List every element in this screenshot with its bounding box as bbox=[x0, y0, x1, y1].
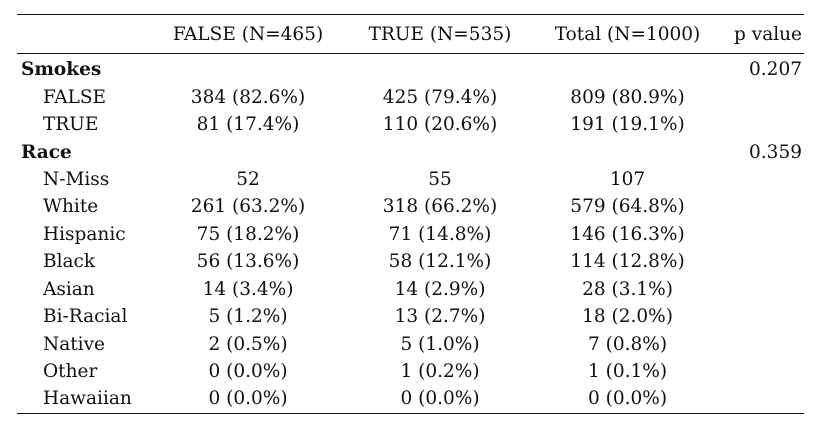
group-false-cell bbox=[152, 56, 344, 83]
group-row: Race 0.359 bbox=[17, 138, 804, 165]
row-false-value: 384 (82.6%) bbox=[190, 86, 306, 108]
row-p-value bbox=[719, 330, 804, 357]
group-p-value: 0.359 bbox=[749, 141, 802, 163]
table-row: Hawaiian 0 (0.0%) 0 (0.0%) 0 (0.0%) bbox=[17, 385, 804, 412]
row-total-value: 191 (19.1%) bbox=[570, 114, 685, 136]
row-p-value bbox=[719, 166, 804, 193]
table-row: Hispanic 75 (18.2%) 71 (14.8%) 146 (16.3%) bbox=[17, 221, 804, 248]
row-true-value: 14 (2.9%) bbox=[394, 278, 486, 300]
row-label: Bi-Racial bbox=[43, 306, 128, 328]
row-true-value: 110 (20.6%) bbox=[382, 114, 498, 136]
row-p-value bbox=[719, 111, 804, 138]
row-false-value: 0 (0.0%) bbox=[208, 388, 288, 410]
row-label: Hispanic bbox=[43, 223, 126, 245]
row-p-value bbox=[719, 193, 804, 220]
row-p-value bbox=[719, 83, 804, 110]
table-bottom-rule bbox=[17, 412, 804, 414]
row-label: Black bbox=[43, 251, 96, 273]
header-label bbox=[17, 15, 152, 53]
row-true-value: 58 (12.1%) bbox=[388, 251, 492, 273]
row-p-value bbox=[719, 276, 804, 303]
header-true-column: TRUE (N=535) bbox=[368, 23, 512, 45]
row-label: Asian bbox=[43, 278, 95, 300]
row-true-value: 318 (66.2%) bbox=[382, 196, 498, 218]
row-label: TRUE bbox=[43, 114, 99, 136]
row-total-value: 114 (12.8%) bbox=[570, 251, 685, 273]
row-total-value: 1 (0.1%) bbox=[587, 361, 668, 383]
row-total-value: 7 (0.8%) bbox=[587, 333, 668, 355]
group-total-cell bbox=[536, 138, 719, 165]
row-total-value: 579 (64.8%) bbox=[570, 196, 685, 218]
summary-table: FALSE (N=465) TRUE (N=535) Total (N=1000… bbox=[17, 15, 804, 53]
table-row: Bi-Racial 5 (1.2%) 13 (2.7%) 18 (2.0%) bbox=[17, 303, 804, 330]
row-p-value bbox=[719, 385, 804, 412]
header-p-value-column: p value bbox=[734, 23, 802, 45]
table-row: Native 2 (0.5%) 5 (1.0%) 7 (0.8%) bbox=[17, 330, 804, 357]
row-true-value: 1 (0.2%) bbox=[400, 361, 480, 383]
header-false-column: FALSE (N=465) bbox=[172, 23, 324, 45]
table-row: Other 0 (0.0%) 1 (0.2%) 1 (0.1%) bbox=[17, 358, 804, 385]
header-row: FALSE (N=465) TRUE (N=535) Total (N=1000… bbox=[17, 15, 804, 53]
row-true-value: 425 (79.4%) bbox=[382, 86, 498, 108]
table-row: FALSE 384 (82.6%) 425 (79.4%) 809 (80.9%) bbox=[17, 83, 804, 110]
table-header-rule bbox=[17, 53, 804, 54]
row-total-value: 107 bbox=[609, 168, 646, 190]
row-false-value: 2 (0.5%) bbox=[208, 333, 288, 355]
row-false-value: 52 bbox=[236, 168, 260, 190]
row-label: Other bbox=[43, 361, 98, 383]
row-label: N-Miss bbox=[43, 168, 110, 190]
row-total-value: 28 (3.1%) bbox=[582, 278, 673, 300]
group-row: Smokes 0.207 bbox=[17, 56, 804, 83]
row-false-value: 0 (0.0%) bbox=[208, 361, 288, 383]
row-false-value: 81 (17.4%) bbox=[196, 114, 300, 136]
row-true-value: 71 (14.8%) bbox=[388, 223, 492, 245]
summary-table-body: Smokes 0.207 FALSE 384 (82.6%) 425 (79.4%) 80… bbox=[17, 54, 804, 413]
row-total-value: 0 (0.0%) bbox=[587, 388, 668, 410]
row-false-value: 75 (18.2%) bbox=[196, 223, 300, 245]
row-p-value bbox=[719, 358, 804, 385]
group-label: Smokes bbox=[21, 59, 102, 81]
table-row: Black 56 (13.6%) 58 (12.1%) 114 (12.8%) bbox=[17, 248, 804, 275]
row-false-value: 14 (3.4%) bbox=[202, 278, 294, 300]
table-top-rule bbox=[17, 14, 804, 15]
table-row: White 261 (63.2%) 318 (66.2%) 579 (64.8%) bbox=[17, 193, 804, 220]
group-true-cell bbox=[344, 138, 536, 165]
table-row: TRUE 81 (17.4%) 110 (20.6%) 191 (19.1%) bbox=[17, 111, 804, 138]
row-label: FALSE bbox=[43, 86, 107, 108]
group-label: Race bbox=[21, 141, 72, 163]
header-total-column: Total (N=1000) bbox=[554, 23, 701, 45]
row-label: Native bbox=[43, 333, 105, 355]
row-total-value: 809 (80.9%) bbox=[570, 86, 685, 108]
group-total-cell bbox=[536, 56, 719, 83]
summary-table-container: FALSE (N=465) TRUE (N=535) Total (N=1000… bbox=[17, 14, 804, 414]
row-p-value bbox=[719, 303, 804, 330]
row-false-value: 56 (13.6%) bbox=[196, 251, 300, 273]
row-p-value bbox=[719, 221, 804, 248]
row-label: Hawaiian bbox=[43, 388, 132, 410]
row-true-value: 13 (2.7%) bbox=[394, 306, 486, 328]
group-p-value: 0.207 bbox=[749, 59, 802, 81]
row-false-value: 261 (63.2%) bbox=[190, 196, 306, 218]
row-label: White bbox=[43, 196, 99, 218]
row-true-value: 55 bbox=[428, 168, 452, 190]
group-false-cell bbox=[152, 138, 344, 165]
table-row: N-Miss 52 55 107 bbox=[17, 166, 804, 193]
table-row: Asian 14 (3.4%) 14 (2.9%) 28 (3.1%) bbox=[17, 276, 804, 303]
row-true-value: 0 (0.0%) bbox=[400, 388, 480, 410]
row-false-value: 5 (1.2%) bbox=[208, 306, 288, 328]
row-total-value: 18 (2.0%) bbox=[582, 306, 673, 328]
group-true-cell bbox=[344, 56, 536, 83]
row-total-value: 146 (16.3%) bbox=[570, 223, 685, 245]
row-true-value: 5 (1.0%) bbox=[400, 333, 480, 355]
row-p-value bbox=[719, 248, 804, 275]
